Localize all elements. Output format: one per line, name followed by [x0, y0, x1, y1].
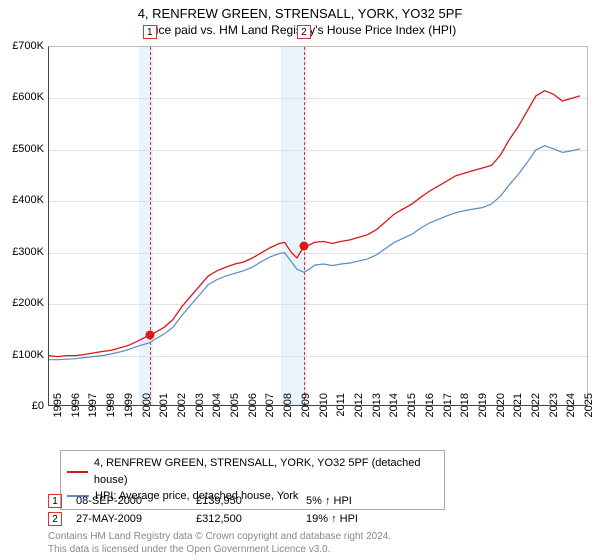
marker-date-2: 27-MAY-2009 [76, 513, 196, 525]
marker-row-2: 2 27-MAY-2009 £312,500 19% ↑ HPI [48, 510, 426, 528]
x-tick-label: 2006 [247, 393, 259, 427]
x-tick-label: 2001 [158, 393, 170, 427]
marker-date-1: 08-SEP-2000 [76, 495, 196, 507]
legend-item-1: 4, RENFREW GREEN, STRENSALL, YORK, YO32 … [67, 455, 438, 488]
x-tick-label: 2009 [300, 393, 312, 427]
x-tick-label: 2013 [371, 393, 383, 427]
x-tick-label: 2018 [459, 393, 471, 427]
x-tick-label: 2010 [318, 393, 330, 427]
marker-pct-1: 5% ↑ HPI [306, 495, 426, 507]
marker-label-box: 1 [143, 25, 157, 39]
y-tick-label: £100K [0, 349, 44, 361]
chart-container: 4, RENFREW GREEN, STRENSALL, YORK, YO32 … [0, 0, 600, 560]
x-tick-label: 2021 [512, 393, 524, 427]
marker-label-box: 2 [297, 25, 311, 39]
x-tick-label: 2017 [442, 393, 454, 427]
markers-table: 1 08-SEP-2000 £139,950 5% ↑ HPI 2 27-MAY… [48, 492, 426, 528]
x-tick-label: 2000 [141, 393, 153, 427]
y-tick-label: £0 [0, 400, 44, 412]
x-tick-label: 2019 [477, 393, 489, 427]
x-tick-label: 1998 [105, 393, 117, 427]
marker-pct-2: 19% ↑ HPI [306, 513, 426, 525]
x-tick-label: 2003 [194, 393, 206, 427]
y-tick-label: £400K [0, 194, 44, 206]
x-tick-label: 2008 [282, 393, 294, 427]
credit-text: Contains HM Land Registry data © Crown c… [48, 530, 391, 556]
x-tick-label: 1995 [52, 393, 64, 427]
y-tick-label: £600K [0, 91, 44, 103]
series-line-2 [49, 146, 580, 360]
credit-line-1: Contains HM Land Registry data © Crown c… [48, 530, 391, 543]
y-tick-label: £200K [0, 297, 44, 309]
x-tick-label: 1996 [70, 393, 82, 427]
legend-swatch-1 [67, 471, 88, 473]
y-tick-label: £500K [0, 143, 44, 155]
x-tick-label: 2005 [229, 393, 241, 427]
x-tick-label: 2007 [264, 393, 276, 427]
marker-row-1: 1 08-SEP-2000 £139,950 5% ↑ HPI [48, 492, 426, 510]
x-tick-label: 1997 [87, 393, 99, 427]
x-tick-label: 2014 [388, 393, 400, 427]
x-tick-label: 2016 [424, 393, 436, 427]
x-tick-label: 2015 [406, 393, 418, 427]
plot-svg [49, 47, 589, 407]
marker-badge-2: 2 [48, 512, 62, 526]
marker-dot [145, 331, 154, 340]
x-tick-label: 2022 [530, 393, 542, 427]
y-tick-label: £700K [0, 40, 44, 52]
marker-badge-1: 1 [48, 494, 62, 508]
x-tick-label: 2023 [548, 393, 560, 427]
x-tick-label: 2025 [583, 393, 595, 427]
marker-dot [299, 242, 308, 251]
legend-label-1: 4, RENFREW GREEN, STRENSALL, YORK, YO32 … [94, 455, 438, 488]
credit-line-2: This data is licensed under the Open Gov… [48, 543, 391, 556]
x-tick-label: 2011 [335, 393, 347, 427]
x-tick-label: 2024 [565, 393, 577, 427]
x-tick-label: 2020 [495, 393, 507, 427]
x-tick-label: 2004 [211, 393, 223, 427]
marker-price-2: £312,500 [196, 513, 306, 525]
marker-price-1: £139,950 [196, 495, 306, 507]
x-tick-label: 2002 [176, 393, 188, 427]
plot-area: 12 [48, 46, 588, 406]
y-tick-label: £300K [0, 246, 44, 258]
series-line-1 [49, 91, 580, 357]
x-tick-label: 2012 [353, 393, 365, 427]
chart-title: 4, RENFREW GREEN, STRENSALL, YORK, YO32 … [0, 0, 600, 21]
x-tick-label: 1999 [123, 393, 135, 427]
